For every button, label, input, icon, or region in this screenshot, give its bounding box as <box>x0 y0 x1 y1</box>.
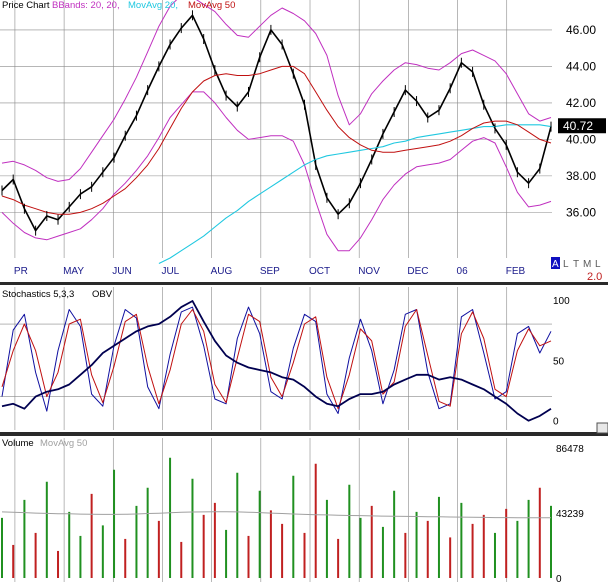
series-price <box>1 14 552 232</box>
price-y-tick-0: 36.00 <box>566 205 596 219</box>
series-stoch_d <box>1 309 552 410</box>
volume-y-tick-0: 0 <box>556 574 562 582</box>
stoch-legend: Stochastics 5,3,3 OBV <box>2 289 113 300</box>
x-tick-label-3: JUL <box>161 266 179 277</box>
panel-divider-2-handle[interactable] <box>596 422 608 434</box>
legend-ma-long: MovAvg 50 <box>188 0 235 11</box>
x-tick-label-10: FEB <box>506 266 526 277</box>
price-y-tick-3: 42.00 <box>566 96 596 110</box>
price-panel <box>0 0 608 282</box>
x-tick-label-0: PR <box>14 266 28 277</box>
x-tick-label-6: OCT <box>309 266 330 277</box>
zoom-level[interactable]: 2.0 <box>587 271 602 283</box>
last-price-label: 40.72 <box>563 119 593 133</box>
legend-stochastics: Stochastics 5,3,3 <box>2 289 74 300</box>
x-tick-label-7: NOV <box>358 266 380 277</box>
x-tick-label-1: MAY <box>63 266 84 277</box>
axis-labels: PR MAY JUN JUL AUG SEP OCT NOV DEC 06 FEB 36.00 38.0… <box>14 23 596 582</box>
legend-bbands: BBands: 20, 20, <box>52 0 120 11</box>
x-tick-label-2: JUN <box>112 266 131 277</box>
price-y-tick-2: 40.00 <box>566 132 596 146</box>
legend-volume: Volume <box>2 438 34 449</box>
stoch-y-tick-1: 50 <box>553 356 565 367</box>
symbol-a-button[interactable] <box>551 257 560 269</box>
series-bb_upper <box>1 0 552 182</box>
price-legend: Price Chart BBands: 20, 20, MovAvg 20, M… <box>2 0 235 11</box>
volume-legend: Volume MovAvg 50 <box>2 438 87 449</box>
series-stoch_k <box>1 306 552 414</box>
volume-y-tick-1: 43239 <box>556 509 584 520</box>
stoch-y-tick-2: 100 <box>553 296 570 307</box>
series-ma_short <box>158 124 552 264</box>
x-tick-label-8: DEC <box>407 266 428 277</box>
stochastics-panel <box>0 285 608 431</box>
legend-price: Price Chart <box>2 0 50 11</box>
toolbar-symbol-0[interactable]: A <box>552 259 559 270</box>
volume-y-tick-2: 86478 <box>556 444 584 455</box>
legend-obv: OBV <box>92 289 113 300</box>
price-y-tick-4: 44.00 <box>566 59 596 73</box>
series-obv <box>1 300 552 422</box>
toolbar: A L T M L 2.0 <box>551 257 602 283</box>
toolbar-symbol-2[interactable]: T <box>573 259 579 270</box>
legend-ma-short: MovAvg 20, <box>128 0 178 11</box>
x-tick-label-5: SEP <box>260 266 280 277</box>
toolbar-symbol-3[interactable]: M <box>583 259 591 270</box>
series-layer <box>1 0 552 578</box>
series-bb_lower <box>1 91 552 252</box>
x-tick-label-4: AUG <box>211 266 233 277</box>
legend-volume-ma: MovAvg 50 <box>40 438 87 449</box>
stoch-y-tick-0: 0 <box>553 417 559 428</box>
series-vol-ma <box>1 511 551 519</box>
toolbar-symbol-4[interactable]: L <box>595 259 601 270</box>
price-y-tick-1: 38.00 <box>566 169 596 183</box>
panel-divider-1 <box>0 282 608 285</box>
series-ma_long <box>1 65 552 215</box>
toolbar-symbol-1[interactable]: L <box>563 259 569 270</box>
x-tick-label-9: 06 <box>457 266 469 277</box>
last-price-tag: 40.72 <box>558 118 606 134</box>
price-y-tick-5: 46.00 <box>566 23 596 37</box>
panel-divider-2 <box>0 432 608 436</box>
